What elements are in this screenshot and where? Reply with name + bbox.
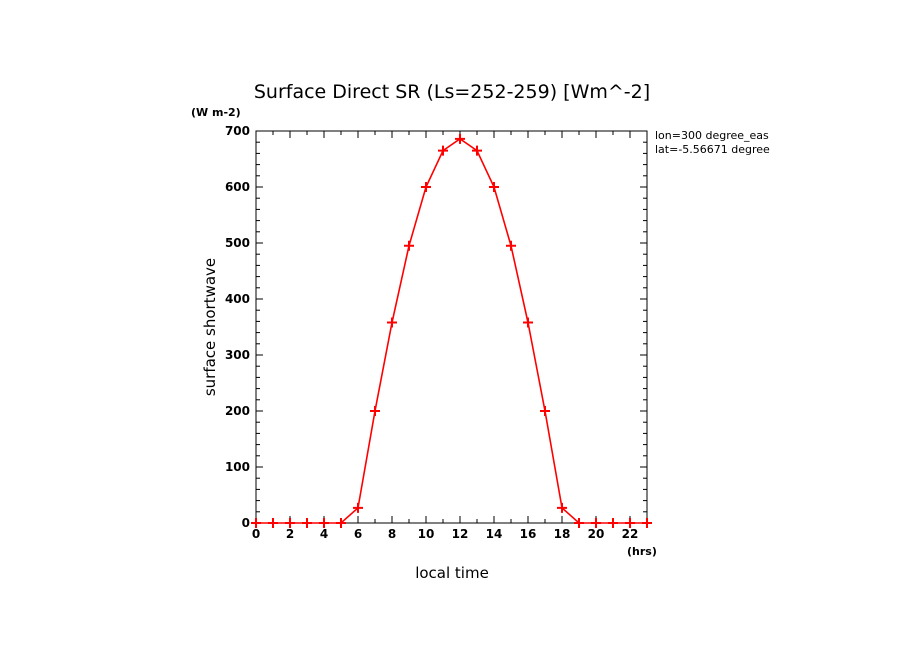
data-point: [285, 518, 295, 528]
y-tick-label: 400: [225, 292, 250, 306]
y-tick-label: 200: [225, 404, 250, 418]
x-tick-label: 20: [588, 527, 605, 541]
x-tick-label: 4: [320, 527, 328, 541]
data-point: [489, 182, 499, 192]
data-point: [404, 240, 414, 251]
data-point: [523, 317, 533, 328]
data-point: [421, 182, 431, 192]
data-point: [370, 406, 380, 416]
axis-tick-labels: 0 2 4 6 8 10 12 14 16 18 20 22 0 100 200 300 400 500 600 70…: [225, 124, 638, 541]
x-tick-label: 2: [286, 527, 294, 541]
data-point: [336, 518, 346, 528]
y-tick-label: 600: [225, 180, 250, 194]
annotation-lat: lat=-5.56671 degree: [655, 143, 770, 156]
x-tick-label: 12: [452, 527, 469, 541]
data-point: [642, 518, 652, 528]
annotation-lon: lon=300 degree_eas: [655, 129, 769, 142]
data-point: [251, 518, 261, 528]
y-tick-label: 700: [225, 124, 250, 138]
y-unit-label: (W m-2): [191, 106, 241, 119]
axis-ticks: [255, 130, 648, 524]
x-tick-label: 10: [418, 527, 435, 541]
data-point: [506, 240, 516, 251]
data-point: [574, 518, 584, 528]
data-point: [302, 518, 312, 528]
data-point: [472, 145, 482, 156]
x-tick-label: 8: [388, 527, 396, 541]
data-point: [438, 145, 448, 156]
x-tick-label: 6: [354, 527, 362, 541]
x-tick-label: 18: [554, 527, 571, 541]
x-axis-label: local time: [415, 564, 489, 582]
data-point: [268, 518, 278, 528]
data-point: [557, 502, 567, 513]
y-tick-label: 500: [225, 236, 250, 250]
data-point: [540, 406, 550, 416]
x-tick-label: 16: [520, 527, 537, 541]
data-point: [608, 518, 618, 528]
x-unit-label: (hrs): [627, 545, 657, 558]
data-point: [353, 502, 363, 513]
x-tick-label: 14: [486, 527, 503, 541]
y-tick-label: 0: [242, 516, 250, 530]
series-line: [256, 137, 647, 524]
y-tick-label: 100: [225, 460, 250, 474]
y-axis-label: surface shortwave: [201, 258, 219, 396]
series-group: [251, 133, 652, 528]
data-point: [319, 518, 329, 528]
x-tick-label: 0: [252, 527, 260, 541]
data-point: [591, 518, 601, 528]
chart-title: Surface Direct SR (Ls=252-259) [Wm^-2]: [254, 81, 650, 103]
data-point: [455, 133, 465, 144]
plot-frame: [255, 130, 648, 524]
data-point: [387, 317, 397, 328]
data-point: [625, 518, 635, 528]
x-tick-label: 22: [622, 527, 639, 541]
y-tick-label: 300: [225, 348, 250, 362]
